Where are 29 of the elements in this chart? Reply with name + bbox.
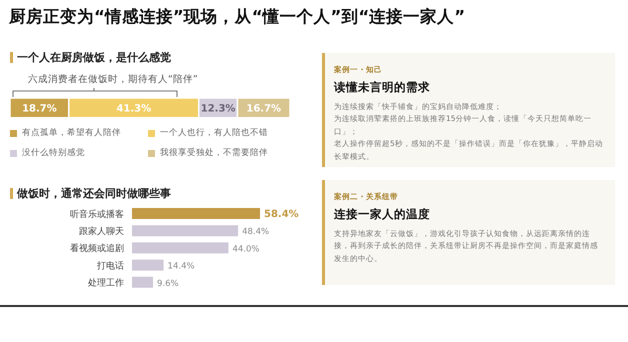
y-tick-label: 处理工作	[88, 278, 124, 289]
text: 连接一家人的温度	[334, 207, 431, 222]
chart-title: 做饭时，通常还会同时做哪些事	[17, 186, 171, 201]
data-label: 18.7%	[22, 103, 57, 114]
data-label: 48.4%	[242, 227, 270, 238]
y-tick-label: 跟家人聊天	[79, 226, 124, 237]
data-label: 44.0%	[232, 244, 260, 254]
data-label: 58.4%	[264, 209, 299, 220]
bar	[132, 225, 238, 236]
bar	[132, 260, 164, 271]
y-tick-label: 听音乐或播客	[70, 208, 124, 220]
chart-subtitle: 一个人在厨房做饭，是什么感觉	[17, 50, 171, 65]
bar	[132, 276, 154, 288]
y-tick-label: 看视频或追剧	[70, 243, 124, 254]
legend-label: 没什么特别感觉	[22, 147, 85, 159]
data-label: 12.3%	[200, 103, 236, 114]
bar	[132, 208, 260, 219]
bar	[132, 242, 228, 254]
data-label: 14.4%	[168, 262, 195, 272]
legend-label: 有点孤单，希望有人陪伴	[22, 127, 121, 139]
data-label: 41.3%	[116, 103, 152, 114]
text: 读懂未言明的需求	[334, 80, 431, 95]
y-tick-label: 打电话	[96, 260, 124, 272]
chart-title: 厨房正变为“情感连接”现场，从“懂一个人”到“连接一家人”	[9, 6, 466, 28]
series-label: 一个人也行，有人陪也不错	[160, 127, 268, 139]
data-label: 16.7%	[246, 103, 282, 114]
legend-label: 我很享受独处，不需要陪伴	[160, 147, 268, 159]
text: 六成消费者在做饭时，期待有人“陪伴”	[28, 73, 199, 86]
data-label: 9.6%	[157, 278, 179, 289]
